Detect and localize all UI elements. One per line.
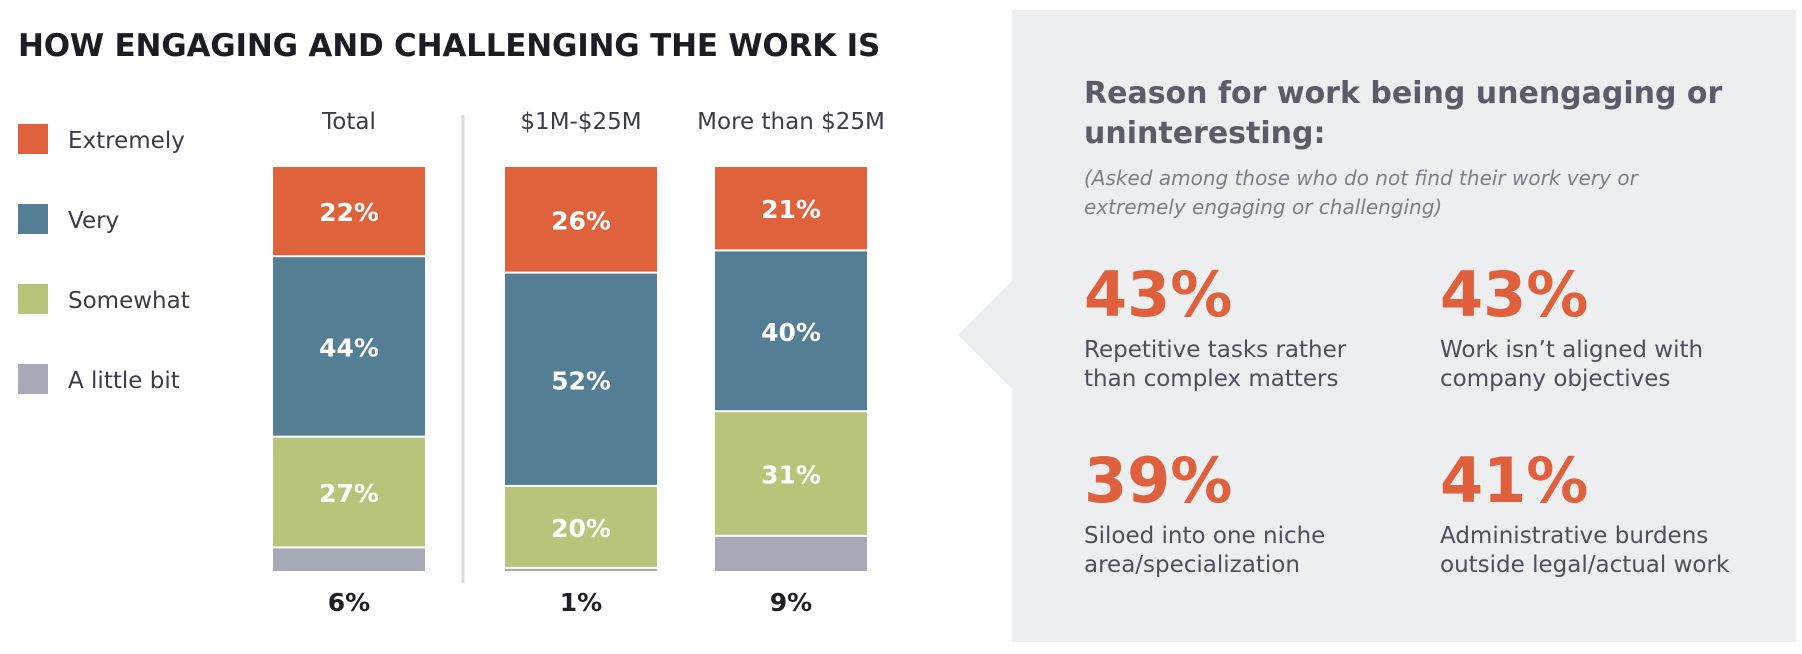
stat-repetitive-tasks: 43% Repetitive tasks rather than complex… — [1084, 262, 1404, 394]
legend-label-extremely: Extremely — [68, 128, 185, 154]
data-label-a-little-bit: 6% — [328, 588, 370, 617]
legend-label-very: Very — [68, 208, 120, 234]
bar-segment-extremely — [273, 167, 425, 256]
data-label-very: 52% — [551, 366, 611, 395]
bar-segment-extremely — [715, 167, 867, 250]
data-label-somewhat: 31% — [761, 461, 821, 490]
bar-segment-a-little-bit — [273, 548, 425, 571]
stat-label: Administrative burdens outside legal/act… — [1440, 523, 1730, 578]
data-label-somewhat: 20% — [551, 514, 611, 543]
reasons-title: Reason for work being unengaging or unin… — [1084, 76, 1723, 151]
stat-label: Repetitive tasks rather than complex mat… — [1084, 337, 1347, 392]
data-label-extremely: 21% — [761, 195, 821, 224]
category-label-1m-25m: $1M-$25M — [520, 109, 641, 135]
data-label-very: 40% — [761, 318, 821, 347]
stat-administrative-burdens: 41% Administrative burdens outside legal… — [1440, 448, 1760, 580]
data-label-extremely: 22% — [319, 198, 379, 227]
stat-siloed: 39% Siloed into one niche area/specializ… — [1084, 448, 1404, 580]
data-label-somewhat: 27% — [319, 479, 379, 508]
bar-segment-extremely — [505, 167, 657, 272]
bar-segment-somewhat — [715, 412, 867, 535]
legend-label-somewhat: Somewhat — [68, 288, 190, 314]
data-label-a-little-bit: 1% — [560, 588, 602, 617]
chart-title: HOW ENGAGING AND CHALLENGING THE WORK IS — [18, 28, 881, 64]
panel-pointer — [958, 280, 1013, 390]
data-label-extremely: 26% — [551, 206, 611, 235]
stat-value: 43% — [1440, 258, 1589, 331]
data-label-a-little-bit: 9% — [770, 588, 812, 617]
legend-swatch-a-little-bit — [18, 364, 48, 394]
bar-segment-a-little-bit — [715, 536, 867, 571]
legend-swatch-somewhat — [18, 284, 48, 314]
bar-segment-very — [505, 273, 657, 485]
bar-segment-somewhat — [273, 437, 425, 547]
stacked-bar-chart: Total 22% 44% 27% 6% $1M-$25M 26% 52% 20% 1% More … — [273, 109, 885, 617]
bar-segment-somewhat — [505, 486, 657, 567]
stat-label: Work isn’t aligned with company objectiv… — [1440, 337, 1704, 392]
legend-swatch-very — [18, 204, 48, 234]
stat-value: 39% — [1084, 444, 1233, 517]
category-label-more-than-25m: More than $25M — [697, 109, 885, 135]
stat-label: Siloed into one niche area/specializatio… — [1084, 523, 1326, 578]
data-label-very: 44% — [319, 333, 379, 362]
stat-value: 41% — [1440, 444, 1589, 517]
legend-swatch-extremely — [18, 124, 48, 154]
reasons-note: (Asked among those who do not find their… — [1084, 166, 1638, 219]
stat-not-aligned: 43% Work isn’t aligned with company obje… — [1440, 262, 1760, 394]
reasons-panel — [1012, 10, 1796, 642]
bar-segment-very — [715, 251, 867, 411]
legend-label-a-little-bit: A little bit — [68, 368, 180, 394]
bar-segment-very — [273, 257, 425, 436]
stat-value: 43% — [1084, 258, 1233, 331]
category-label-total: Total — [321, 109, 376, 135]
bar-segment-a-little-bit — [505, 568, 657, 571]
